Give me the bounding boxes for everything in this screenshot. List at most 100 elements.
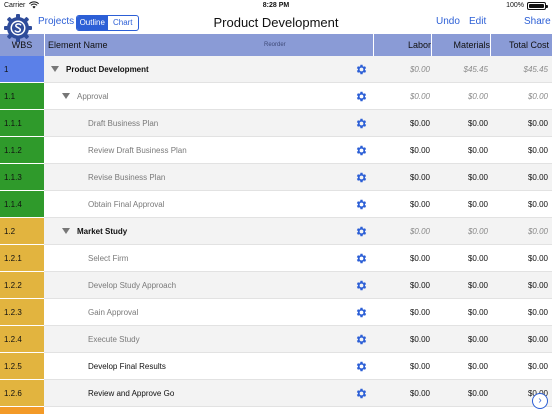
gear-icon[interactable] [355,360,368,373]
total-cost-value: $0.00 [527,281,548,290]
materials-column-header[interactable]: Materials [453,40,490,50]
labor-value: $0.00 [409,254,430,263]
element-name: Review Draft Business Plan [88,146,187,155]
total-cost-value: $0.00 [527,92,548,101]
element-name: Execute Study [88,335,140,344]
materials-value: $0.00 [467,173,488,182]
app-logo-icon [3,13,33,43]
element-name: Gain Approval [88,308,139,317]
labor-value: $0.00 [409,65,430,74]
gear-icon[interactable] [355,387,368,400]
total-cost-value: $45.45 [523,65,548,74]
materials-value: $0.00 [467,227,488,236]
battery-percent: 100% [506,2,524,9]
element-name-column-header[interactable]: Element Name [48,40,108,50]
undo-button[interactable]: Undo [436,16,460,27]
total-cost-value: $0.00 [527,119,548,128]
materials-value: $0.00 [467,335,488,344]
edit-button[interactable]: Edit [469,16,487,27]
reorder-button[interactable]: Reorder [264,42,286,48]
wbs-cell: 1.1 [0,83,44,110]
total-cost-column-header[interactable]: Total Cost [508,40,549,50]
view-segmented-control: Outline Chart [76,15,139,31]
gear-icon[interactable] [355,252,368,265]
total-cost-value: $0.00 [527,227,548,236]
gear-icon[interactable] [355,90,368,103]
labor-value: $0.00 [409,146,430,155]
element-name: Revise Business Plan [88,173,166,182]
element-name: Draft Business Plan [88,119,159,128]
materials-value: $0.00 [467,362,488,371]
table-row[interactable]: 1 Product Development $0.00 $45.45 $45.4… [0,56,552,83]
table-row[interactable]: 1.2.2 Develop Study Approach $0.00 $0.00… [0,272,552,299]
total-cost-value: $0.00 [527,308,548,317]
battery-icon [527,2,548,10]
carrier-label: Carrier [4,2,26,9]
navigation-bar: Projects Outline Chart Product Developme… [0,12,552,34]
materials-value: $0.00 [467,146,488,155]
collapse-triangle-icon[interactable] [62,228,70,234]
column-divider [373,34,374,56]
gear-icon[interactable] [355,198,368,211]
wbs-cell: 1.1.3 [0,164,44,191]
table-row[interactable]: 1.1.1 Draft Business Plan $0.00 $0.00 $0… [0,110,552,137]
table-row[interactable] [0,407,552,414]
element-name: Develop Final Results [88,362,166,371]
outline-segment[interactable]: Outline [77,16,108,30]
gear-icon[interactable] [355,63,368,76]
gear-icon[interactable] [355,333,368,346]
status-bar: Carrier 8:28 PM 100% [0,0,552,12]
gear-icon[interactable] [355,117,368,130]
element-name: Develop Study Approach [88,281,177,290]
gear-icon[interactable] [355,171,368,184]
table-row[interactable]: 1.2.4 Execute Study $0.00 $0.00 $0.00 [0,326,552,353]
labor-column-header[interactable]: Labor [407,40,431,50]
labor-value: $0.00 [409,92,430,101]
collapse-triangle-icon[interactable] [51,66,59,72]
table-row[interactable]: 1.2.6 Review and Approve Go $0.00 $0.00 … [0,380,552,407]
labor-value: $0.00 [409,200,430,209]
projects-button[interactable]: Projects [38,16,75,27]
wbs-cell: 1.2.6 [0,380,44,407]
materials-value: $0.00 [467,119,488,128]
element-name: Select Firm [88,254,129,263]
next-arrow-button[interactable]: › [532,393,548,409]
total-cost-value: $0.00 [527,362,548,371]
element-name: Approval [77,92,109,101]
table-row[interactable]: 1.2.5 Develop Final Results $0.00 $0.00 … [0,353,552,380]
materials-value: $0.00 [467,308,488,317]
wbs-cell: 1.2.4 [0,326,44,353]
chart-segment[interactable]: Chart [112,18,133,27]
table-row[interactable]: 1.2.3 Gain Approval $0.00 $0.00 $0.00 [0,299,552,326]
gear-icon[interactable] [355,306,368,319]
wifi-icon [29,1,39,11]
labor-value: $0.00 [409,362,430,371]
table-row[interactable]: 1.2.1 Select Firm $0.00 $0.00 $0.00 [0,245,552,272]
wbs-cell: 1.2 [0,218,44,245]
materials-value: $0.00 [467,281,488,290]
table-row[interactable]: 1.1.2 Review Draft Business Plan $0.00 $… [0,137,552,164]
collapse-triangle-icon[interactable] [62,93,70,99]
materials-value: $0.00 [467,200,488,209]
wbs-cell: 1.1.2 [0,137,44,164]
table-row[interactable]: 1.2 Market Study $0.00 $0.00 $0.00 [0,218,552,245]
materials-value: $0.00 [467,254,488,263]
labor-value: $0.00 [409,335,430,344]
wbs-cell [0,407,44,414]
element-name: Obtain Final Approval [88,200,165,209]
gear-icon[interactable] [355,225,368,238]
table-row[interactable]: 1.1.3 Revise Business Plan $0.00 $0.00 $… [0,164,552,191]
gear-icon[interactable] [355,144,368,157]
wbs-column-header[interactable]: WBS [11,40,33,50]
gear-icon[interactable] [355,279,368,292]
share-button[interactable]: Share [524,16,551,27]
table-row[interactable]: 1.1 Approval $0.00 $0.00 $0.00 [0,83,552,110]
wbs-cell: 1.2.5 [0,353,44,380]
labor-value: $0.00 [409,281,430,290]
wbs-cell: 1.2.1 [0,245,44,272]
table-row[interactable]: 1.1.4 Obtain Final Approval $0.00 $0.00 … [0,191,552,218]
wbs-cell: 1.1.1 [0,110,44,137]
labor-value: $0.00 [409,227,430,236]
materials-value: $45.45 [463,65,488,74]
table-header: WBS Element Name Reorder Labor Materials… [0,34,552,56]
